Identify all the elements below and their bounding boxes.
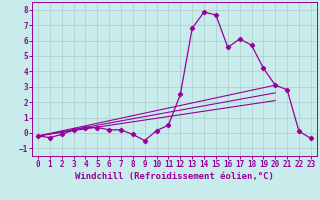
- X-axis label: Windchill (Refroidissement éolien,°C): Windchill (Refroidissement éolien,°C): [75, 172, 274, 181]
